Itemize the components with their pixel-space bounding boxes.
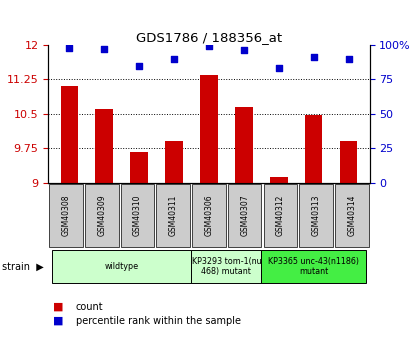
Text: GSM40310: GSM40310: [133, 195, 142, 236]
Bar: [52, 250, 192, 283]
Bar: [200, 75, 218, 183]
Text: KP3293 tom-1(nu
468) mutant: KP3293 tom-1(nu 468) mutant: [192, 257, 261, 276]
Point: [241, 48, 247, 53]
Bar: [305, 115, 323, 183]
Bar: [85, 184, 119, 247]
Bar: [263, 184, 297, 247]
Bar: [130, 151, 148, 183]
Point: [310, 55, 317, 60]
Text: GSM40311: GSM40311: [169, 195, 178, 236]
Bar: [235, 107, 252, 183]
Text: count: count: [76, 302, 103, 312]
Title: GDS1786 / 188356_at: GDS1786 / 188356_at: [136, 31, 282, 44]
Bar: [156, 184, 190, 247]
Point: [206, 43, 213, 49]
Text: GSM40306: GSM40306: [205, 195, 213, 236]
Bar: [335, 184, 369, 247]
Text: GSM40308: GSM40308: [62, 195, 71, 236]
Point: [171, 56, 177, 61]
Text: ■: ■: [52, 316, 63, 326]
Bar: [165, 141, 183, 183]
Point: [136, 63, 142, 68]
Bar: [192, 184, 226, 247]
Point: [101, 46, 108, 52]
Text: GSM40312: GSM40312: [276, 195, 285, 236]
Bar: [261, 250, 366, 283]
Point: [66, 45, 73, 50]
Text: GSM40314: GSM40314: [347, 195, 356, 236]
Bar: [340, 141, 357, 183]
Text: strain  ▶: strain ▶: [2, 262, 44, 272]
Point: [345, 56, 352, 61]
Text: wildtype: wildtype: [105, 262, 139, 271]
Bar: [299, 184, 333, 247]
Text: percentile rank within the sample: percentile rank within the sample: [76, 316, 241, 326]
Text: GSM40313: GSM40313: [312, 195, 320, 236]
Point: [276, 66, 282, 71]
Bar: [192, 250, 261, 283]
Bar: [270, 177, 288, 183]
Text: GSM40309: GSM40309: [97, 195, 106, 236]
Bar: [121, 184, 155, 247]
Bar: [228, 184, 262, 247]
Text: ■: ■: [52, 302, 63, 312]
Bar: [49, 184, 83, 247]
Text: GSM40307: GSM40307: [240, 195, 249, 236]
Bar: [95, 109, 113, 183]
Bar: [60, 86, 78, 183]
Text: KP3365 unc-43(n1186)
mutant: KP3365 unc-43(n1186) mutant: [268, 257, 359, 276]
